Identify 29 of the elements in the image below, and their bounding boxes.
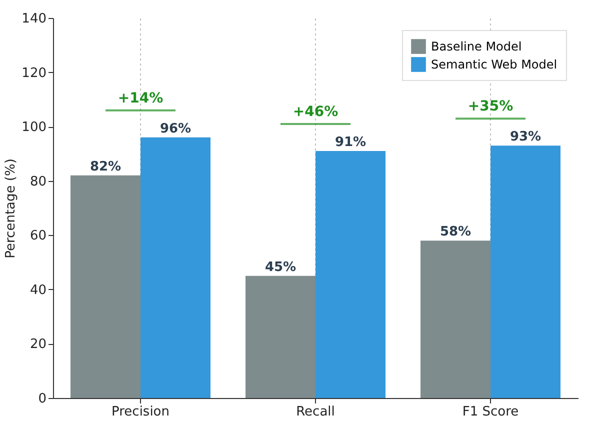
- x-tick-label: Recall: [296, 404, 335, 420]
- data-label: 96%: [160, 121, 192, 136]
- bar: [246, 276, 316, 398]
- y-tick-label: 20: [30, 337, 46, 352]
- y-tick-label: 140: [22, 12, 46, 26]
- legend-label: Baseline Model: [431, 40, 522, 54]
- y-tick-label: 40: [30, 282, 46, 298]
- x-tick-label: F1 Score: [462, 404, 519, 420]
- y-tick-label: 100: [22, 120, 46, 136]
- y-tick-label: 80: [30, 174, 46, 190]
- data-label: 91%: [334, 135, 366, 150]
- y-tick-label: 120: [22, 66, 46, 81]
- y-axis-title: Percentage (%): [4, 158, 19, 258]
- data-label: 82%: [90, 159, 122, 174]
- x-tick-label: Precision: [111, 404, 170, 420]
- annotation: +35%: [468, 98, 514, 115]
- data-label: 58%: [440, 224, 472, 240]
- bar: [70, 175, 140, 398]
- annotation: +46%: [292, 104, 338, 120]
- bar: [490, 146, 560, 398]
- bar: [420, 240, 490, 398]
- bar: [140, 137, 210, 398]
- y-tick-label: 60: [30, 228, 46, 244]
- annotation: +14%: [118, 90, 164, 106]
- data-label: 45%: [264, 260, 296, 275]
- y-tick-label: 0: [38, 392, 46, 406]
- bar: [316, 151, 386, 398]
- legend-label: Semantic Web Model: [431, 58, 558, 72]
- data-label: 93%: [510, 130, 542, 145]
